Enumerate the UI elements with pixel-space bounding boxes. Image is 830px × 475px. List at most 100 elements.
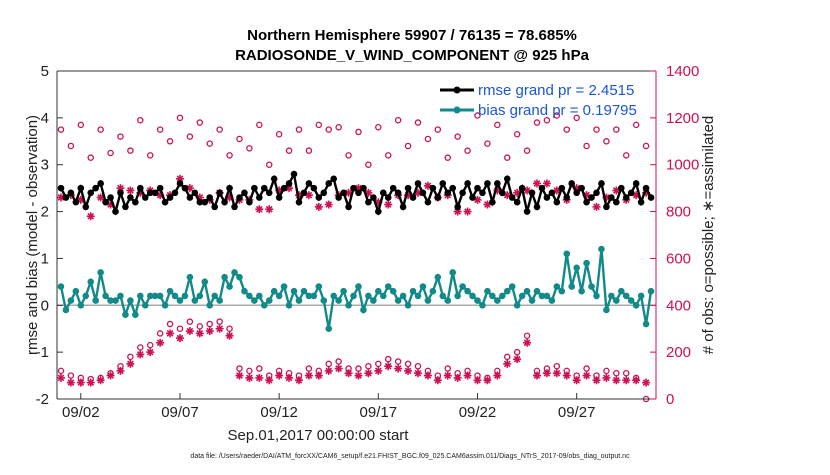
bias-series-point [553,283,561,290]
rmse-series-point [270,175,278,183]
bias-series-point [474,297,481,304]
bias-series-point [265,297,273,304]
rmse-series-point [62,194,70,201]
bias-series-point [236,273,243,281]
rmse-series-point [449,184,456,192]
bias-series-point [489,292,496,300]
bias-series-point [181,292,189,300]
rmse-series-point [77,184,85,192]
obs-assimilated-low-point [552,369,561,378]
bias-series-point [256,292,263,300]
rmse-series-point [345,203,352,211]
rmse-series-point [389,184,397,192]
rmse-series-point [161,198,169,206]
obs-assimilated-low-point [126,359,135,368]
obs-possible-point [196,119,204,126]
obs-possible-low-point [246,367,253,375]
x-axis-label: Sep.01,2017 00:00:00 start [228,427,410,444]
bias-series-point [617,287,625,295]
obs-possible-point [57,126,65,133]
rmse-series-point [603,203,610,211]
bias-series-point [166,287,174,295]
rmse-series-point [484,180,491,187]
bias-series-point [216,297,223,304]
obs-assimilated-low-point [513,355,522,364]
bias-series-point [350,292,357,300]
bias-series-point [429,287,437,295]
bias-series-point [424,297,432,304]
rmse-series-point [598,180,605,187]
obs-possible-low-point [503,353,511,361]
rmse-series-point [176,180,184,187]
rmse-series-point [409,194,417,201]
rmse-series-point [355,189,362,197]
rmse-series-point [132,198,139,206]
bias-series-point [92,297,99,304]
rmse-series-point [375,208,382,215]
rmse-series-point [97,180,104,187]
bias-series-point [176,297,184,304]
rmse-series-point [260,184,268,192]
obs-possible-point [424,135,432,143]
rmse-series-point [494,180,501,187]
obs-possible-point [275,131,283,138]
obs-possible-point [246,145,253,152]
rmse-series-point [617,184,625,192]
bias-series-point [355,283,362,290]
rmse-series-point [320,189,328,197]
obs-possible-point [434,126,442,133]
obs-possible-point [454,133,461,140]
rmse-series-point [256,194,263,201]
x-tick-label: 09/02 [62,404,100,421]
rmse-series-point [330,175,337,183]
bias-series-point [622,292,630,300]
rmse-series-point [593,189,600,197]
obs-possible-point [256,121,263,129]
plot-area [56,112,656,403]
legend-bias-marker [453,106,461,114]
bias-series-point [598,245,605,253]
obs-assimilated-low-point [285,373,294,382]
rmse-series-point [379,189,387,197]
obs-possible-point [137,116,144,124]
obs-assimilated-low-point [642,378,651,387]
obs-assimilated-low-point [334,364,343,373]
bias-series-point [568,283,576,290]
obs-possible-low-point [256,365,263,372]
bias-series-point [285,301,293,309]
rmse-series-point [563,194,571,201]
obs-assimilated-point [532,179,541,188]
rmse-series-point [201,198,209,206]
obs-assimilated-low-point [106,371,115,380]
bias-series-point [335,297,342,304]
rmse-series-point [424,198,432,206]
obs-assimilated-point [265,205,274,214]
obs-possible-point [166,138,174,145]
rmse-series-point [558,184,566,192]
obs-possible-low-point [365,362,372,370]
rmse-series-point [251,184,258,192]
y-right-tick-label: 600 [666,250,691,267]
bias-series-point [523,287,531,295]
bias-series-point [290,287,298,295]
obs-possible-point [285,147,293,154]
rmse-series-point [454,203,461,211]
obs-possible-point [295,126,303,133]
bias-series-point [613,297,620,304]
bias-series-point [340,287,347,295]
obs-possible-point [236,135,243,143]
rmse-series-point [434,194,442,201]
obs-assimilated-low-point [324,366,333,375]
obs-possible-point [632,121,640,129]
bias-series-point [305,292,313,300]
obs-assimilated-low-point [413,369,422,378]
rmse-series-point [107,194,114,201]
obs-possible-low-point [335,358,342,365]
y-axis-right-label: # of obs: o=possible; ∗=assimilated [700,116,717,355]
bias-series-point [107,297,114,304]
bias-series-point [360,306,367,314]
obs-assimilated-low-point [175,334,184,343]
obs-possible-point [523,147,531,154]
obs-possible-point [97,126,104,133]
